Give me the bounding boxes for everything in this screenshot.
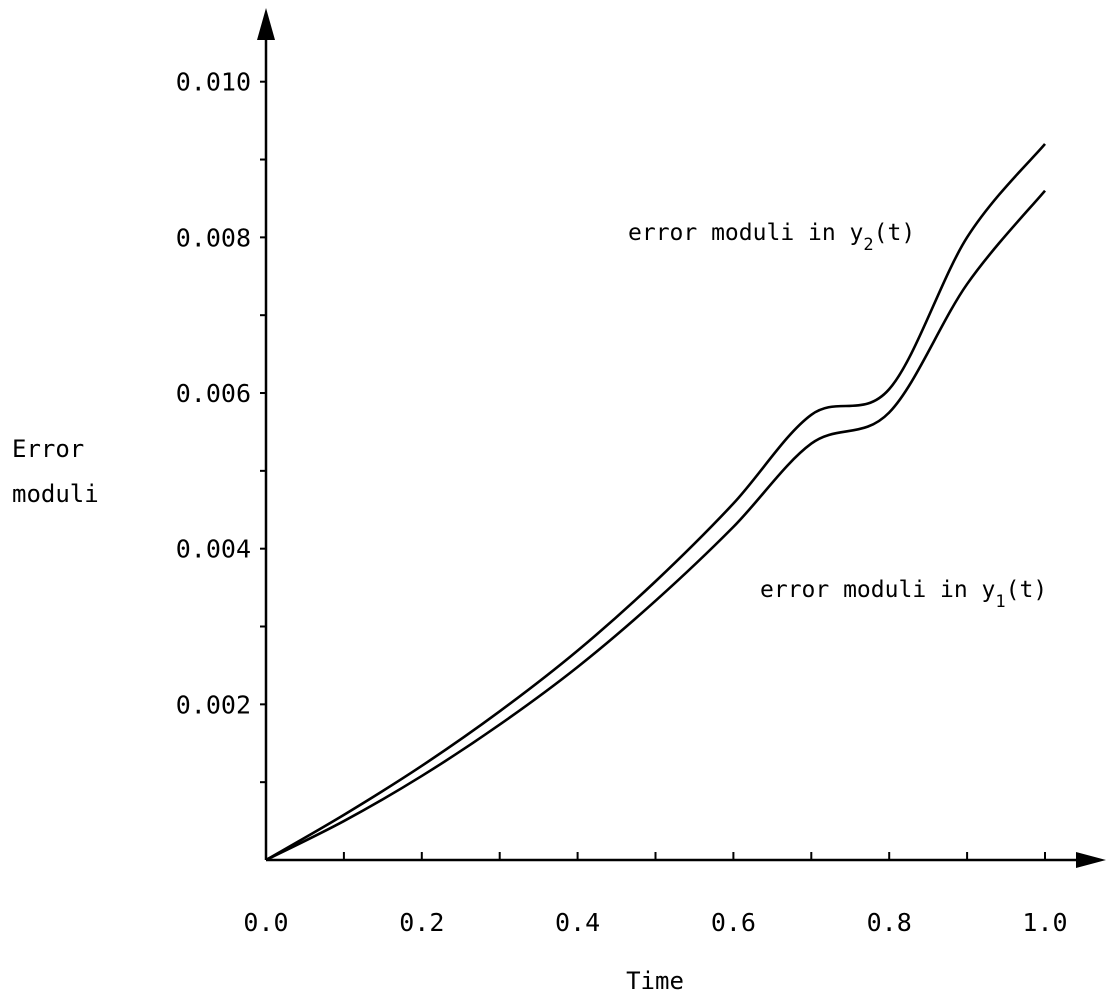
tick-labels: 0.0 0.2 0.4 0.6 0.8 1.0 0.002 0.004 0.006 0.008 0.… bbox=[176, 68, 1068, 937]
annotation-y2-suffix: (t) bbox=[874, 220, 916, 246]
y-axis-label-line-1: Error bbox=[12, 435, 84, 463]
annotation-y1-main: error moduli in y bbox=[760, 577, 995, 603]
series-layer bbox=[265, 143, 1046, 862]
x-tick-label-3: 0.6 bbox=[711, 908, 756, 937]
y-axis-arrow bbox=[257, 8, 275, 40]
y-tick-label-1: 0.004 bbox=[176, 535, 251, 564]
x-tick-label-1: 0.2 bbox=[399, 908, 444, 937]
y-axis-label-line-2: moduli bbox=[12, 480, 99, 508]
annotation-y2: error moduli in y2(t) bbox=[628, 220, 915, 255]
annotation-y1-suffix: (t) bbox=[1006, 577, 1048, 603]
y-tick-label-3: 0.008 bbox=[176, 223, 251, 252]
annotation-y2-main: error moduli in y bbox=[628, 220, 863, 246]
axes bbox=[257, 8, 1106, 868]
y-tick-label-0: 0.002 bbox=[176, 690, 251, 719]
ticks bbox=[260, 80, 1046, 860]
series-line-y1 bbox=[265, 189, 1046, 862]
x-axis-label: Time bbox=[626, 967, 684, 995]
x-tick-label-0: 0.0 bbox=[243, 908, 288, 937]
x-tick-label-4: 0.8 bbox=[867, 908, 912, 937]
x-tick-label-5: 1.0 bbox=[1022, 908, 1067, 937]
annotation-y1-subscript: 1 bbox=[995, 592, 1005, 612]
y-tick-label-2: 0.006 bbox=[176, 379, 251, 408]
annotation-y2-subscript: 2 bbox=[863, 235, 873, 255]
x-tick-label-2: 0.4 bbox=[555, 908, 600, 937]
x-axis-arrow bbox=[1076, 852, 1106, 868]
series-line-y2 bbox=[265, 143, 1046, 862]
annotation-y1: error moduli in y1(t) bbox=[760, 577, 1047, 612]
y-tick-label-4: 0.010 bbox=[176, 68, 251, 97]
